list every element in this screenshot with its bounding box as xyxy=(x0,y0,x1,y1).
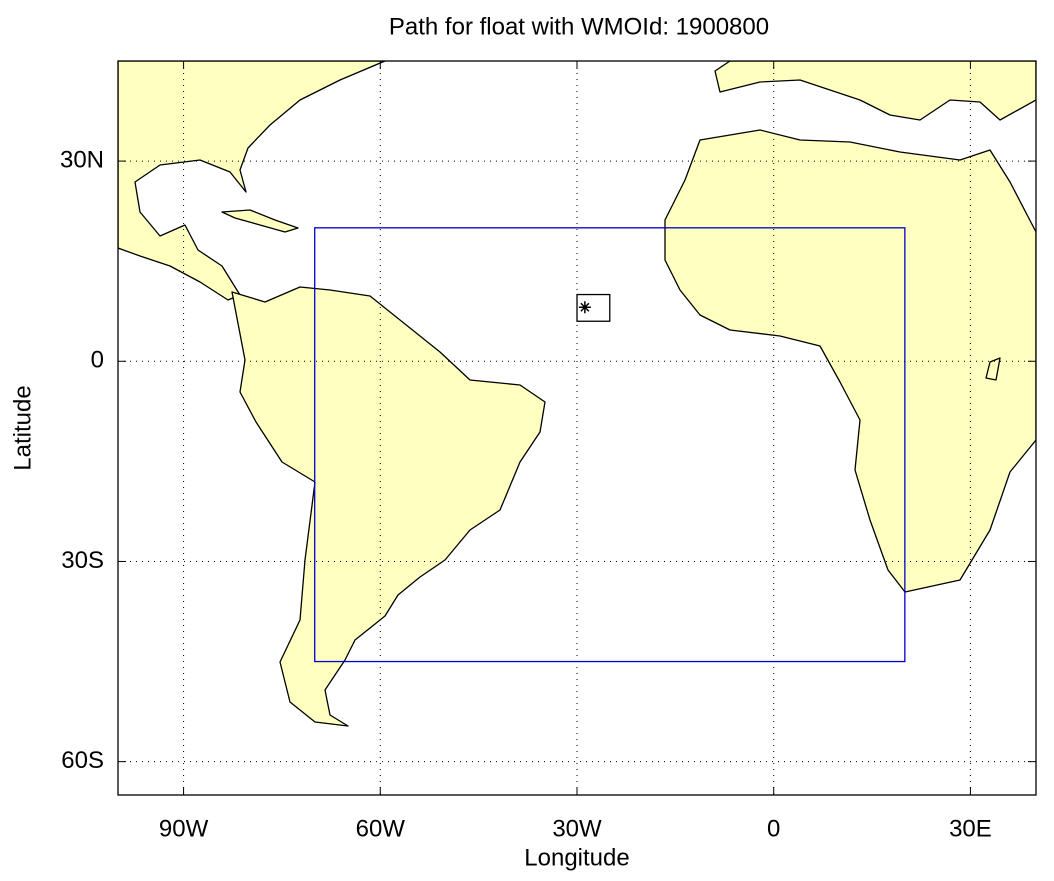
x-tick-label: 30E xyxy=(949,815,992,842)
float-box xyxy=(576,293,611,322)
x-tick-label: 30W xyxy=(552,815,602,842)
x-tick-label: 0 xyxy=(767,815,780,842)
x-tick-label: 90W xyxy=(159,815,209,842)
europe xyxy=(714,61,1036,121)
map-title: Path for float with WMOId: 1900800 xyxy=(389,13,769,40)
north-america xyxy=(118,61,386,301)
south-america xyxy=(231,286,546,727)
madagascar xyxy=(985,357,1001,381)
y-tick-label: 60S xyxy=(61,747,104,774)
y-tick-label: 0 xyxy=(91,347,104,374)
float-position xyxy=(578,301,591,314)
cuba xyxy=(221,209,299,233)
y-tick-label: 30S xyxy=(61,547,104,574)
x-tick-label: 60W xyxy=(356,815,406,842)
region-box xyxy=(314,227,906,663)
x-axis-label: Longitude xyxy=(524,844,629,871)
y-axis-label: Latitude xyxy=(9,385,36,470)
y-tick-label: 30N xyxy=(60,146,104,173)
